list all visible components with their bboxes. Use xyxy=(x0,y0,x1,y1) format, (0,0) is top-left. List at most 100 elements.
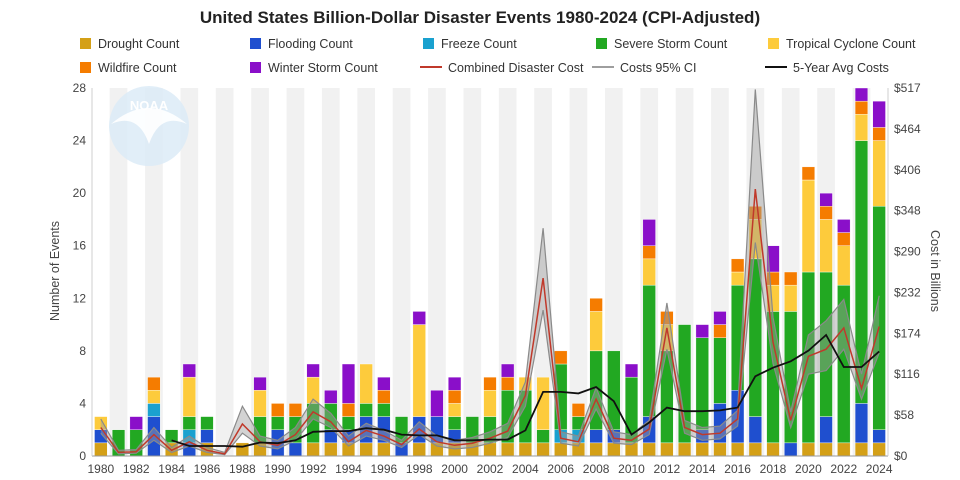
bar-segment-tropical-cyclone-count xyxy=(94,416,108,430)
bar-segment-wildfire-count xyxy=(448,390,462,404)
bar-segment-drought-count xyxy=(412,442,426,457)
bar-segment-winter-storm-count xyxy=(430,390,444,417)
legend-swatch xyxy=(80,38,91,49)
bar-segment-winter-storm-count xyxy=(854,87,869,102)
bar-segment-wildfire-count xyxy=(147,376,161,391)
bar-segment-tropical-cyclone-count xyxy=(182,376,196,417)
bar-segment-wildfire-count xyxy=(554,350,568,365)
background-band xyxy=(251,88,269,456)
bar-segment-drought-count xyxy=(642,442,656,457)
legend-swatch xyxy=(596,38,607,49)
x-tick-label: 1990 xyxy=(264,462,291,476)
bar-segment-wildfire-count xyxy=(801,166,815,181)
bar-segment-severe-storm-count xyxy=(607,350,621,430)
noaa-logo: NOAA xyxy=(109,86,189,166)
bar-segment-tropical-cyclone-count xyxy=(837,245,851,286)
x-tick-label: 2020 xyxy=(795,462,822,476)
legend-item-freeze[interactable]: Freeze Count xyxy=(423,37,517,51)
legend-item-tropical-cyclone[interactable]: Tropical Cyclone Count xyxy=(768,37,915,51)
bar-segment-drought-count xyxy=(306,442,320,457)
x-tick-label: 2008 xyxy=(583,462,610,476)
x-tick-label: 2018 xyxy=(760,462,787,476)
line-layer xyxy=(100,189,880,455)
legend-swatch xyxy=(250,38,261,49)
x-tick-label: 2012 xyxy=(654,462,681,476)
x-tick-label: 2016 xyxy=(724,462,751,476)
bar-segment-drought-count xyxy=(748,442,762,457)
legend-label: Wildfire Count xyxy=(98,61,177,75)
y-tick-label: 16 xyxy=(73,239,87,253)
bar-segment-drought-count xyxy=(678,442,692,457)
bar-segment-severe-storm-count xyxy=(271,416,285,430)
bar-segment-tropical-cyclone-count xyxy=(642,258,656,286)
x-tick-label: 1986 xyxy=(194,462,221,476)
y2-tick-label: $116 xyxy=(894,367,920,381)
bar-segment-tropical-cyclone-count xyxy=(253,390,267,417)
bar-segment-wildfire-count xyxy=(589,298,603,312)
bar-segment-wildfire-count xyxy=(837,232,851,246)
bar-segment-severe-storm-count xyxy=(200,416,214,430)
legend-label: Costs 95% CI xyxy=(620,61,697,75)
bar-segment-winter-storm-count xyxy=(695,324,709,338)
bar-segment-severe-storm-count xyxy=(377,403,391,417)
x-tick-label: 1996 xyxy=(371,462,398,476)
legend-item-costs-ci[interactable]: Costs 95% CI xyxy=(592,61,696,75)
x-tick-label: 2014 xyxy=(689,462,716,476)
bar-segment-severe-storm-count xyxy=(359,403,373,417)
legend-item-wildfire[interactable]: Wildfire Count xyxy=(80,61,177,75)
bar-segment-wildfire-count xyxy=(483,376,497,391)
bar-segment-tropical-cyclone-count xyxy=(784,284,798,312)
bar-segment-drought-count xyxy=(501,442,515,457)
axes-layer: 0481216202428$0$58$116$174$232$290$348$4… xyxy=(73,81,921,476)
bar-segment-severe-storm-count xyxy=(713,337,727,404)
bar-segment-wildfire-count xyxy=(784,271,798,286)
x-tick-label: 1998 xyxy=(406,462,433,476)
legend-swatch xyxy=(250,62,261,73)
line-combined-disaster-cost xyxy=(100,189,880,455)
bar-segment-wildfire-count xyxy=(713,324,727,338)
bar-segment-severe-storm-count xyxy=(165,429,179,444)
bar-segment-winter-storm-count xyxy=(377,376,391,391)
y2-tick-label: $464 xyxy=(894,122,921,136)
bar-segment-tropical-cyclone-count xyxy=(589,311,603,352)
legend-item-combined-cost[interactable]: Combined Disaster Cost xyxy=(420,61,583,75)
bar-segment-tropical-cyclone-count xyxy=(801,179,815,273)
legend-label: Winter Storm Count xyxy=(268,61,378,75)
legend-swatch xyxy=(592,66,614,68)
legend-item-severe-storm[interactable]: Severe Storm Count xyxy=(596,37,727,51)
bar-segment-winter-storm-count xyxy=(713,311,727,325)
bar-segment-flooding-count xyxy=(748,416,762,444)
legend-swatch xyxy=(420,66,442,68)
legend-label: Severe Storm Count xyxy=(614,37,728,51)
legend-item-winter-storm[interactable]: Winter Storm Count xyxy=(250,61,378,75)
y2-tick-label: $517 xyxy=(894,81,921,95)
legend-item-flooding[interactable]: Flooding Count xyxy=(250,37,353,51)
y2-axis-label: Cost in Billions xyxy=(928,230,942,312)
x-tick-label: 1982 xyxy=(123,462,150,476)
y-axis-label: Number of Events xyxy=(48,221,62,321)
y-tick-label: 4 xyxy=(79,396,86,410)
bar-segment-severe-storm-count xyxy=(536,429,550,444)
background-band xyxy=(286,88,305,456)
bar-segment-tropical-cyclone-count xyxy=(872,140,886,207)
bar-segment-flooding-count xyxy=(819,416,833,444)
bar-segment-flooding-count xyxy=(200,429,214,444)
legend-label: Combined Disaster Cost xyxy=(448,61,584,75)
bar-segment-winter-storm-count xyxy=(253,376,267,391)
legend-swatch xyxy=(765,66,787,68)
legend-item-drought[interactable]: Drought Count xyxy=(80,37,179,51)
bar-segment-winter-storm-count xyxy=(129,416,143,430)
legend-label: Drought Count xyxy=(98,37,180,51)
bar-segment-flooding-count xyxy=(854,403,869,444)
legend-swatch xyxy=(80,62,91,73)
legend-label: Flooding Count xyxy=(268,37,353,51)
bar-segment-wildfire-count xyxy=(341,403,356,417)
legend-item-5yr-avg[interactable]: 5-Year Avg Costs xyxy=(765,61,889,75)
bar-segment-severe-storm-count xyxy=(695,337,709,430)
watermark-text: NOAA xyxy=(130,98,169,113)
bar-segment-tropical-cyclone-count xyxy=(147,390,161,404)
bar-segment-flooding-count xyxy=(784,442,798,457)
bar-segment-drought-count xyxy=(518,442,532,457)
x-tick-label: 1992 xyxy=(300,462,327,476)
bar-segment-wildfire-count xyxy=(377,390,391,404)
